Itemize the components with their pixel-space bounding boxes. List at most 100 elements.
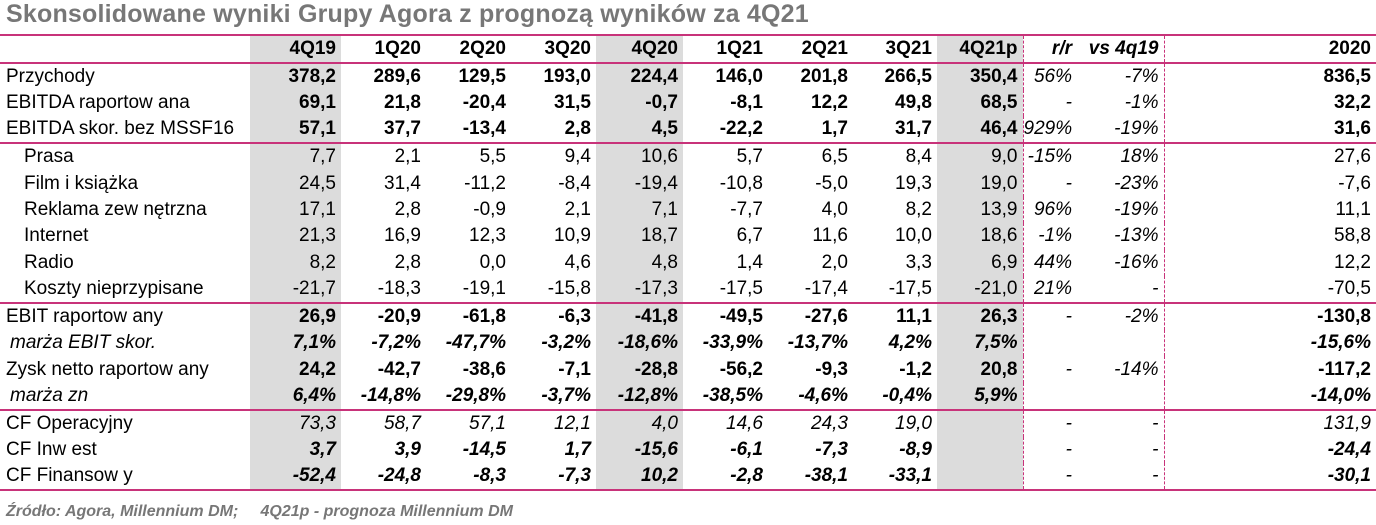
value-cell: 5,5 [479, 146, 506, 168]
value-cell: 0,0 [479, 251, 506, 273]
spacer-cell [1164, 437, 1288, 463]
value-cell: 32,2 [1334, 92, 1371, 114]
value-cell: -33,1 [853, 463, 937, 492]
value-cell: 27,6 [1334, 146, 1371, 168]
value-cell: -12,8% [596, 382, 683, 411]
change-cell [1022, 329, 1077, 357]
change-cell [1077, 329, 1165, 357]
value-cell: -13,4 [426, 116, 511, 145]
column-header: 4Q21p [937, 34, 1023, 64]
row-label: EBIT raportow any [6, 305, 164, 327]
value-cell: -14,0% [1288, 382, 1376, 411]
table-row: Zysk netto raportow any 24,2 -42,7 -38,6 -7,… [0, 356, 1376, 383]
value-cell: -14,5 [462, 438, 506, 460]
table-row: CF Inw est 3,7 3,9 -14,5 1,7 -15,6 -6,1 -7,3 -8,… [0, 436, 1376, 464]
change-cell: 929% [1022, 116, 1077, 145]
value-cell: -17,4 [768, 275, 853, 304]
value-cell: -7,2% [371, 332, 421, 354]
row-label: CF Operacyjny [6, 412, 133, 434]
spacer-cell [1164, 463, 1288, 492]
value-cell: -8,9 [899, 438, 932, 460]
value-cell: 4,8 [596, 249, 683, 276]
column-header: vs 4q19 [1077, 34, 1165, 64]
value-cell: -4,6% [768, 382, 853, 411]
value-cell: -19,4 [596, 170, 683, 197]
value-cell: 12,2 [811, 92, 848, 114]
change-cell: 18% [1077, 143, 1165, 171]
change-cell: - [1022, 356, 1077, 383]
value-cell: 10,6 [596, 143, 683, 171]
value-cell: 1,7 [768, 116, 853, 145]
change-cell [1077, 382, 1165, 411]
spacer-cell [1164, 34, 1288, 64]
value-cell: -1,2 [899, 358, 932, 380]
column-header: 2Q21 [768, 34, 853, 64]
value-cell: 8,2 [250, 249, 341, 276]
value-cell: -70,5 [1288, 275, 1376, 304]
value-cell: 24,5 [250, 170, 341, 197]
value-cell: 69,1 [250, 90, 341, 117]
spacer-cell [1164, 330, 1288, 356]
value-cell: -11,2 [464, 172, 506, 194]
change-cell: -1% [1077, 90, 1165, 117]
row-label: EBITDA raportow ana [6, 92, 190, 114]
value-cell: 6,9 [937, 249, 1023, 276]
value-cell: -7,7 [730, 198, 763, 220]
change-cell: - [1077, 436, 1165, 464]
value-cell: 1,4 [736, 251, 763, 273]
change-cell: -13% [1077, 223, 1165, 250]
value-cell: 1,7 [564, 438, 591, 460]
value-cell: 10,0 [895, 225, 932, 247]
value-cell: 9,0 [937, 143, 1023, 171]
value-cell: -5,0 [815, 172, 848, 194]
value-cell: -17,3 [596, 275, 683, 304]
value-cell: 6,4% [250, 382, 341, 411]
value-cell: 7,5% [937, 329, 1023, 357]
value-cell: 46,4 [937, 116, 1023, 145]
column-header: r/r [1022, 34, 1077, 64]
value-cell: -130,8 [1317, 305, 1371, 327]
value-cell: -13,7% [787, 332, 848, 354]
value-cell: -7,1 [558, 358, 591, 380]
value-cell: -38,6 [462, 358, 506, 380]
change-cell: 56% [1022, 63, 1077, 90]
value-cell: 266,5 [884, 66, 932, 87]
value-cell: 19,3 [895, 172, 932, 194]
table-row: Radio 8,2 2,8 0,0 4,6 4,8 1,4 2,0 3,3 6,9 44% -16% 1… [0, 249, 1376, 276]
value-cell: 4,2% [888, 332, 932, 354]
table-row: EBITDA skor. bez MSSF16 57,1 37,7 -13,4 2,8 4… [0, 116, 1376, 145]
change-cell: -14% [1077, 356, 1165, 383]
value-cell: -0,7 [596, 90, 683, 117]
value-cell: 289,6 [373, 66, 421, 87]
value-cell: 24,3 [811, 412, 848, 434]
value-cell: 8,4 [905, 146, 932, 168]
row-label: Radio [24, 251, 74, 273]
table-row: Film i książka 24,5 31,4 -11,2 -8,4 -19,4 -10,… [0, 170, 1376, 197]
value-cell: -0,9 [473, 198, 506, 220]
value-cell: 16,9 [384, 225, 421, 247]
value-cell: -41,8 [596, 302, 683, 330]
value-cell: 12,1 [554, 412, 591, 434]
change-cell: -15% [1022, 143, 1077, 171]
value-cell: 4,0 [821, 198, 848, 220]
value-cell: -21,7 [250, 275, 341, 304]
value-cell: 193,0 [543, 66, 591, 87]
value-cell: 3,3 [905, 251, 932, 273]
column-header: 4Q19 [250, 34, 341, 64]
value-cell: 17,1 [250, 196, 341, 224]
header-label-cell [0, 34, 250, 64]
change-cell: - [1077, 409, 1165, 437]
value-cell: -21,0 [937, 275, 1023, 304]
row-label: marża zn [0, 382, 250, 411]
spacer-cell [1164, 356, 1288, 382]
value-cell: 18,6 [937, 223, 1023, 250]
table-row: Prasa 7,7 2,1 5,5 9,4 10,6 5,7 6,5 8,4 9,0 -15% 18%… [0, 143, 1376, 171]
value-cell: 21,8 [384, 92, 421, 114]
row-label: CF Inw est [6, 438, 97, 460]
spacer-cell [1164, 382, 1288, 411]
value-cell: -15,6 [596, 436, 683, 464]
value-cell: 19,0 [937, 170, 1023, 197]
value-cell: 7,1% [250, 329, 341, 357]
change-cell: -19% [1077, 196, 1165, 224]
change-cell: 44% [1022, 249, 1077, 276]
